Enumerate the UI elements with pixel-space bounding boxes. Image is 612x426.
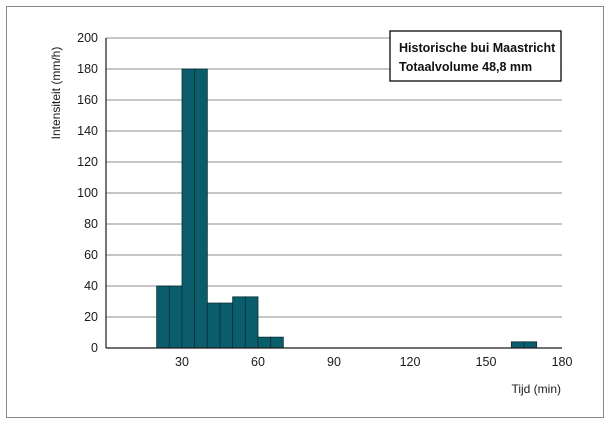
y-tick-120: 120 [77,155,98,169]
y-tick-100: 100 [77,186,98,200]
chart-svg: 0 20 40 60 80 100 120 140 160 180 200 30 60 90 120 150… [49,30,572,396]
x-axis-title: Tijd (min) [511,382,561,396]
x-tick-180: 180 [552,355,573,369]
y-tick-200: 200 [77,31,98,45]
bar-series [156,68,538,349]
y-tick-0: 0 [91,341,98,355]
legend-box: Historische bui Maastricht Totaalvolume … [389,30,562,82]
bar-25 [168,285,183,349]
x-tick-labels: 30 60 90 120 150 180 [175,355,572,369]
bar-50 [232,296,246,349]
y-axis-title: Intensiteit (mm/h) [49,47,63,140]
x-tick-150: 150 [476,355,497,369]
bar-35 [194,68,208,349]
x-tick-60: 60 [251,355,265,369]
legend-title-line-1: Historische bui Maastricht [399,41,556,55]
y-tick-140: 140 [77,124,98,138]
axes [105,38,562,349]
bar-65 [270,336,284,349]
bar-160 [510,341,525,349]
x-tick-30: 30 [175,355,189,369]
chart-frame: 0 20 40 60 80 100 120 140 160 180 200 30 60 90 120 150… [6,6,604,418]
bar-20 [156,285,170,349]
y-tick-80: 80 [84,217,98,231]
legend-title-line-2: Totaalvolume 48,8 mm [399,60,532,74]
y-tick-20: 20 [84,310,98,324]
x-tick-90: 90 [327,355,341,369]
y-tick-160: 160 [77,93,98,107]
y-tick-labels: 0 20 40 60 80 100 120 140 160 180 200 [77,31,98,355]
x-tick-120: 120 [400,355,421,369]
bar-45 [219,302,234,349]
y-tick-40: 40 [84,279,98,293]
y-tick-180: 180 [77,62,98,76]
bar-60 [257,336,272,349]
bar-30 [181,68,196,349]
bar-165 [523,341,538,349]
bar-40 [206,302,221,349]
y-tick-60: 60 [84,248,98,262]
bar-55 [244,296,259,349]
